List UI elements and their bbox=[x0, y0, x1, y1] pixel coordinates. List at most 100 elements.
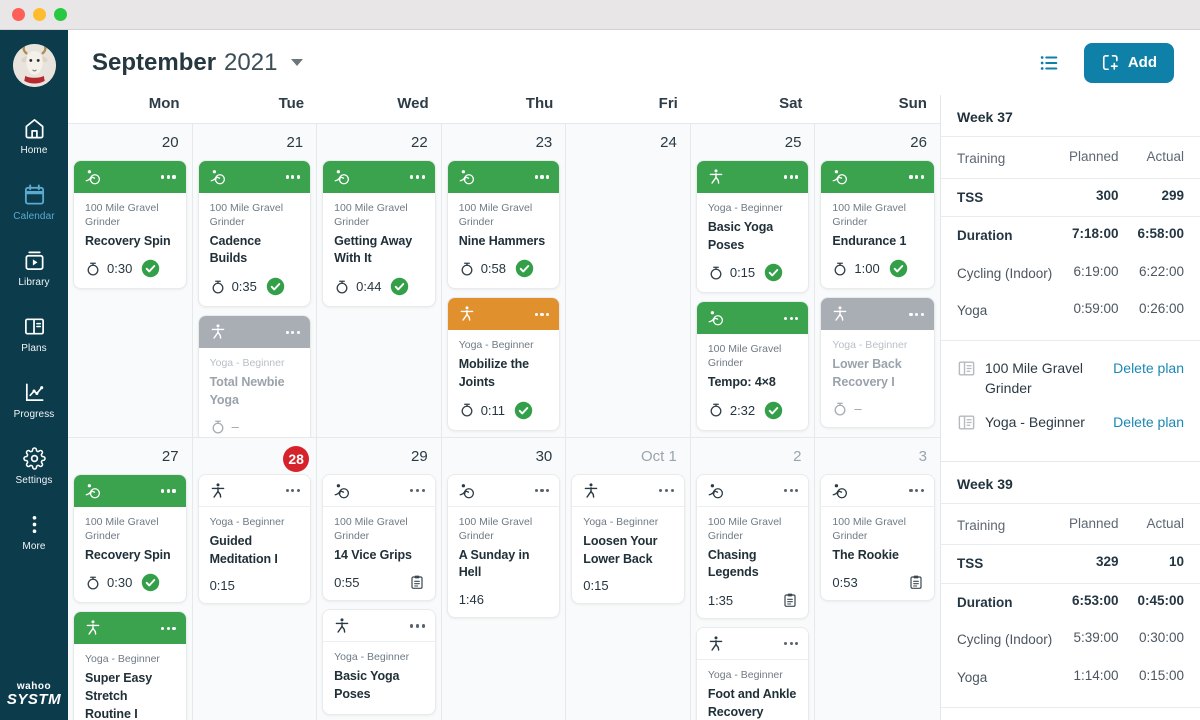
card-menu-icon[interactable] bbox=[908, 485, 925, 496]
duration: 0:55 bbox=[334, 574, 360, 590]
card-menu-icon[interactable] bbox=[783, 485, 800, 496]
card-menu-icon[interactable] bbox=[409, 620, 426, 631]
card-menu-icon[interactable] bbox=[285, 327, 302, 338]
day-cell[interactable]: 27 100 Mile Gravel Grinder Recovery Spin… bbox=[68, 438, 193, 720]
sidebar-item-more[interactable]: More bbox=[0, 499, 68, 565]
card-menu-icon[interactable] bbox=[534, 309, 551, 320]
sidebar-item-progress[interactable]: Progress bbox=[0, 367, 68, 433]
delete-plan-link[interactable]: Delete plan bbox=[1113, 359, 1184, 376]
date-label: 2 bbox=[793, 448, 802, 465]
add-workout-button[interactable]: Add bbox=[1083, 42, 1174, 83]
workout-card[interactable]: 100 Mile Gravel Grinder 14 Vice Grips 0:… bbox=[322, 474, 436, 602]
duration: 0:35 bbox=[231, 279, 257, 295]
workout-card[interactable]: Yoga - Beginner Basic Yoga Poses 0:15 bbox=[695, 160, 810, 294]
day-cell[interactable]: 20 100 Mile Gravel Grinder Recovery Spin… bbox=[68, 124, 193, 437]
workout-card[interactable]: 100 Mile Gravel Grinder The Rookie 0:53 bbox=[820, 474, 935, 602]
zoom-window-button[interactable] bbox=[54, 8, 67, 21]
card-menu-icon[interactable] bbox=[908, 171, 925, 182]
stopwatch-icon bbox=[708, 402, 724, 418]
workout-card[interactable]: 100 Mile Gravel Grinder Chasing Legends … bbox=[695, 474, 810, 620]
workout-card[interactable]: Yoga - Beginner Loosen Your Lower Back 0… bbox=[571, 474, 685, 605]
sidebar-item-label: Home bbox=[20, 144, 48, 156]
card-menu-icon[interactable] bbox=[285, 485, 302, 496]
day-cell[interactable]: 30 100 Mile Gravel Grinder A Sunday in H… bbox=[441, 438, 567, 720]
plan-name: Yoga - Beginner bbox=[832, 339, 908, 352]
day-cell[interactable]: 2 100 Mile Gravel Grinder Chasing Legend… bbox=[690, 438, 816, 720]
day-cell[interactable]: 21 100 Mile Gravel Grinder Cadence Build… bbox=[192, 124, 318, 437]
workout-card[interactable]: Yoga - Beginner Mobilize the Joints 0:11 bbox=[446, 297, 561, 431]
plan-name: Yoga - Beginner bbox=[209, 357, 285, 370]
card-menu-icon[interactable] bbox=[534, 485, 551, 496]
day-cell[interactable]: 26 100 Mile Gravel Grinder Endurance 1 1… bbox=[815, 124, 940, 437]
list-view-icon[interactable] bbox=[1038, 52, 1060, 74]
card-menu-icon[interactable] bbox=[285, 171, 302, 182]
logo-systm: SYSTM bbox=[6, 690, 62, 708]
completed-check-icon bbox=[764, 401, 783, 420]
macos-titlebar bbox=[0, 0, 1200, 30]
date-label: 27 bbox=[161, 448, 179, 465]
delete-plan-link[interactable]: Delete plan bbox=[1113, 414, 1184, 431]
close-window-button[interactable] bbox=[12, 8, 25, 21]
card-menu-icon[interactable] bbox=[783, 638, 800, 649]
workout-card[interactable]: Yoga - Beginner Lower Back Recovery I – bbox=[820, 297, 935, 428]
card-menu-icon[interactable] bbox=[160, 171, 177, 182]
stopwatch-icon bbox=[85, 261, 101, 277]
workout-card[interactable]: 100 Mile Gravel Grinder A Sunday in Hell… bbox=[446, 474, 561, 619]
sidebar-item-plans[interactable]: Plans bbox=[0, 301, 68, 367]
card-menu-icon[interactable] bbox=[534, 171, 551, 182]
cycling-icon bbox=[209, 168, 227, 186]
day-cell[interactable]: 22 100 Mile Gravel Grinder Getting Away … bbox=[317, 124, 442, 437]
month-picker[interactable]: September 2021 bbox=[92, 49, 304, 77]
workout-card[interactable]: Yoga - Beginner Basic Yoga Poses bbox=[322, 609, 436, 715]
workout-card[interactable]: Yoga - Beginner Total Newbie Yoga – bbox=[197, 315, 312, 437]
weekday-label: Sun bbox=[898, 95, 927, 112]
day-cell[interactable]: 25 Yoga - Beginner Basic Yoga Poses 0:15 bbox=[690, 124, 816, 437]
workout-card[interactable]: 100 Mile Gravel Grinder Getting Away Wit… bbox=[322, 160, 436, 308]
plan-row: 100 Mile Gravel Grinder Delete plan bbox=[941, 351, 1200, 406]
workout-card[interactable]: 100 Mile Gravel Grinder Tempo: 4×8 2:32 bbox=[695, 301, 810, 431]
card-menu-icon[interactable] bbox=[160, 623, 177, 634]
workout-title: Super Easy Stretch Routine I bbox=[85, 671, 153, 720]
workout-card[interactable]: 100 Mile Gravel Grinder Recovery Spin 0:… bbox=[73, 160, 187, 290]
card-menu-icon[interactable] bbox=[783, 313, 800, 324]
duration: 0:30 bbox=[107, 261, 133, 277]
goat-avatar-image bbox=[13, 44, 56, 87]
summary-row-tss: TSS 300 299 bbox=[941, 179, 1200, 218]
workout-card[interactable]: 100 Mile Gravel Grinder Cadence Builds 0… bbox=[197, 160, 312, 308]
weekday-header-row: Mon Tue Wed Thu Fri Sat Sun bbox=[68, 95, 940, 124]
cycling-icon bbox=[333, 482, 351, 500]
sidebar-item-library[interactable]: Library bbox=[0, 235, 68, 301]
day-cell[interactable]: Oct 1 Yoga - Beginner Loosen Your Lower … bbox=[566, 438, 691, 720]
workout-card[interactable]: 100 Mile Gravel Grinder Endurance 1 1:00 bbox=[820, 160, 935, 290]
workout-title: Guided Meditation I bbox=[209, 533, 278, 566]
duration: 0:53 bbox=[832, 574, 858, 590]
user-avatar[interactable] bbox=[12, 44, 56, 87]
week-title: Week 39 bbox=[941, 460, 1200, 504]
day-cell[interactable]: 24 bbox=[566, 124, 691, 437]
card-menu-icon[interactable] bbox=[160, 485, 177, 496]
card-menu-icon[interactable] bbox=[783, 171, 800, 182]
card-menu-icon[interactable] bbox=[409, 485, 426, 496]
sidebar-item-label: Library bbox=[18, 276, 50, 288]
workout-card[interactable]: Yoga - Beginner Foot and Ankle Recovery bbox=[695, 627, 810, 720]
summary-row-cycling: Cycling (Indoor) 6:19:00 6:22:00 bbox=[957, 263, 1184, 281]
day-cell[interactable]: 29 100 Mile Gravel Grinder 14 Vice Grips… bbox=[317, 438, 442, 720]
workout-card[interactable]: 100 Mile Gravel Grinder Recovery Spin 0:… bbox=[73, 474, 187, 604]
plan-name: 100 Mile Gravel Grinder bbox=[85, 202, 159, 228]
card-menu-icon[interactable] bbox=[409, 171, 426, 182]
day-cell[interactable]: 28 Yoga - Beginner Guided Meditation I 0… bbox=[192, 438, 318, 720]
workout-card[interactable]: 100 Mile Gravel Grinder Nine Hammers 0:5… bbox=[446, 160, 561, 290]
card-menu-icon[interactable] bbox=[658, 485, 675, 496]
card-menu-icon[interactable] bbox=[908, 309, 925, 320]
day-cell[interactable]: 3 100 Mile Gravel Grinder The Rookie 0:5… bbox=[815, 438, 940, 720]
workout-card[interactable]: Yoga - Beginner Guided Meditation I 0:15 bbox=[197, 474, 312, 605]
minimize-window-button[interactable] bbox=[33, 8, 46, 21]
weekday-label: Fri bbox=[658, 95, 678, 112]
summary-row-tss: TSS 329 10 bbox=[941, 545, 1200, 584]
sidebar-item-label: More bbox=[22, 540, 46, 552]
day-cell[interactable]: 23 100 Mile Gravel Grinder Nine Hammers … bbox=[441, 124, 567, 437]
sidebar-item-settings[interactable]: Settings bbox=[0, 433, 68, 499]
sidebar-item-home[interactable]: Home bbox=[0, 103, 68, 169]
workout-card[interactable]: Yoga - Beginner Super Easy Stretch Routi… bbox=[73, 611, 187, 720]
sidebar-item-calendar[interactable]: Calendar bbox=[0, 169, 68, 235]
